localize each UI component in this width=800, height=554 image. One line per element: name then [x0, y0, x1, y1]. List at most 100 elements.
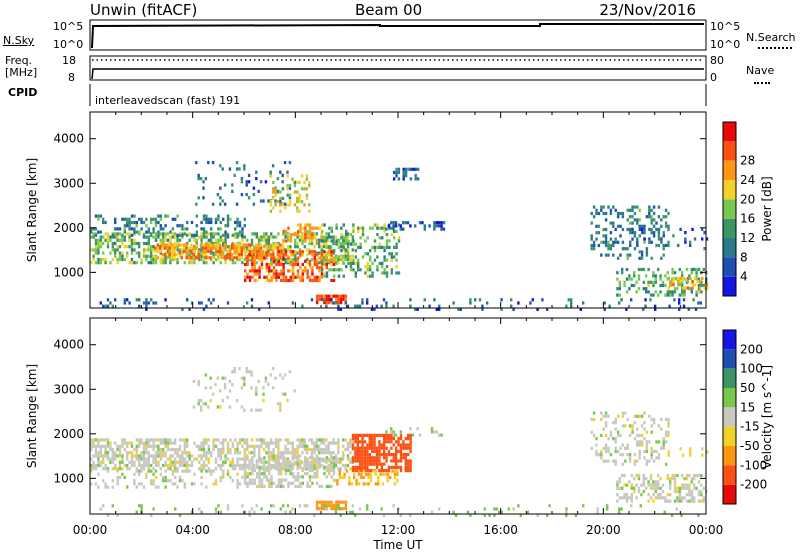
power-cell-1254 — [259, 199, 263, 203]
power-cell-849 — [265, 269, 268, 273]
power-cell-1626 — [123, 298, 126, 302]
power-cell-769 — [262, 249, 265, 253]
velocity-cell-1406 — [150, 513, 153, 517]
power-cell-1162 — [202, 227, 206, 231]
power-cell-1023 — [299, 226, 302, 230]
velocity-cell-954 — [190, 482, 194, 486]
velocity-cell-1595 — [638, 440, 641, 444]
freq-tick-top: 18 — [62, 54, 76, 67]
power-cell-490 — [301, 241, 304, 246]
power-cell-1501 — [388, 226, 391, 230]
velocity-cell-659 — [346, 444, 350, 448]
power-cell-687 — [209, 249, 212, 253]
velocity-cell-1593 — [638, 414, 641, 418]
power-cell-1731 — [625, 307, 628, 311]
power-cell-191 — [174, 232, 177, 236]
power-cell-953 — [308, 278, 312, 283]
velocity-cell-641 — [337, 451, 340, 455]
velocity-cell-1070 — [351, 456, 355, 460]
power-cell-1122 — [154, 224, 158, 228]
power-cell-1257 — [267, 199, 270, 203]
power-cell-1460 — [373, 223, 377, 227]
power-cell-1749 — [697, 301, 700, 305]
power-cell-1599 — [327, 301, 331, 305]
velocity-cell-545 — [301, 444, 304, 448]
velocity-cell-40 — [102, 460, 105, 464]
power-cell-1809 — [614, 240, 617, 244]
power-cell-1502 — [388, 239, 391, 243]
power-cell-1966 — [652, 293, 655, 297]
power-cell-1523 — [397, 223, 401, 227]
velocity-cell-410 — [248, 467, 251, 471]
velocity-cell-210 — [166, 438, 170, 442]
velocity-cell-165 — [150, 444, 153, 448]
power-cell-976 — [318, 275, 321, 279]
velocity-cell-381 — [238, 451, 242, 455]
power-cell-1696 — [438, 304, 441, 308]
velocity-cell-438 — [262, 438, 266, 442]
velocity-cell-725 — [263, 456, 266, 460]
power-cell-1935 — [628, 274, 631, 278]
power-cell-1743 — [678, 307, 681, 311]
velocity-cell-1202 — [385, 433, 388, 437]
power-cell-1666 — [332, 301, 335, 305]
power-cell-103 — [135, 261, 138, 265]
velocity-cell-639 — [337, 444, 340, 448]
velocity-cell-1824 — [705, 450, 709, 454]
power-cell-1192 — [234, 220, 237, 225]
velocity-cell-710 — [256, 484, 259, 489]
velocity-cell-194 — [159, 454, 162, 458]
power-cell-1005 — [332, 259, 336, 263]
velocity-cell-1431 — [282, 504, 285, 508]
velocity-cell-989 — [197, 399, 200, 403]
velocity-cell-831 — [308, 475, 312, 479]
velocity-cell-1027 — [243, 379, 246, 383]
velocity-cell-656 — [344, 463, 347, 468]
power-cell-879 — [277, 272, 280, 276]
power-cell-2023 — [690, 290, 693, 294]
velocity-cell-567 — [310, 441, 314, 445]
velocity-colorbar-frame — [722, 329, 737, 505]
velocity-cell-1010 — [223, 376, 227, 380]
power-cell-939 — [301, 275, 304, 279]
velocity-cell-852 — [318, 459, 321, 463]
power-cell-975 — [318, 269, 321, 273]
velocity-cell-1418 — [226, 507, 230, 511]
power-cell-2073 — [698, 280, 702, 284]
power-cell-152 — [159, 238, 162, 242]
velocity-cell-1308 — [357, 482, 361, 486]
velocity-cell-1724 — [657, 483, 660, 487]
power-cell-973 — [318, 256, 321, 260]
velocity-cell-818 — [304, 459, 307, 463]
velocity-cell-1702 — [645, 486, 648, 490]
velocity-colorbar-seg-7 — [723, 349, 736, 369]
power-cell-1826 — [626, 218, 629, 222]
velocity-cell-1132 — [366, 456, 369, 460]
velocity-cell-263 — [183, 463, 186, 468]
velocity-cell-352 — [226, 444, 230, 448]
velocity-cell-4 — [90, 457, 93, 461]
power-cell-1739 — [668, 304, 671, 308]
velocity-cell-223 — [169, 463, 172, 468]
velocity-cell-173 — [152, 457, 155, 461]
power-cell-894 — [282, 272, 285, 276]
power-cell-586 — [344, 241, 347, 246]
velocity-cell-1346 — [390, 427, 393, 431]
velocity-cell-1192 — [383, 433, 386, 437]
power-cell-1838 — [631, 215, 634, 219]
velocity-cell-1597 — [638, 449, 641, 454]
velocity-cell-706 — [256, 462, 259, 466]
velocity-cell-365 — [231, 463, 234, 468]
velocity-cell-244 — [178, 444, 182, 448]
velocity-cell-364 — [231, 460, 234, 464]
velocity-cell-1536 — [607, 459, 610, 463]
power-cell-230 — [190, 261, 194, 265]
power-cell-2004 — [681, 271, 684, 275]
velocity-cell-259 — [183, 447, 186, 452]
velocity-cell-252 — [181, 454, 184, 458]
power-cell-1321 — [296, 209, 299, 213]
velocity-cell-1117 — [363, 433, 367, 437]
power-cell-1968 — [654, 277, 657, 281]
power-cell-1880 — [650, 221, 653, 225]
power-cell-58 — [116, 235, 119, 239]
